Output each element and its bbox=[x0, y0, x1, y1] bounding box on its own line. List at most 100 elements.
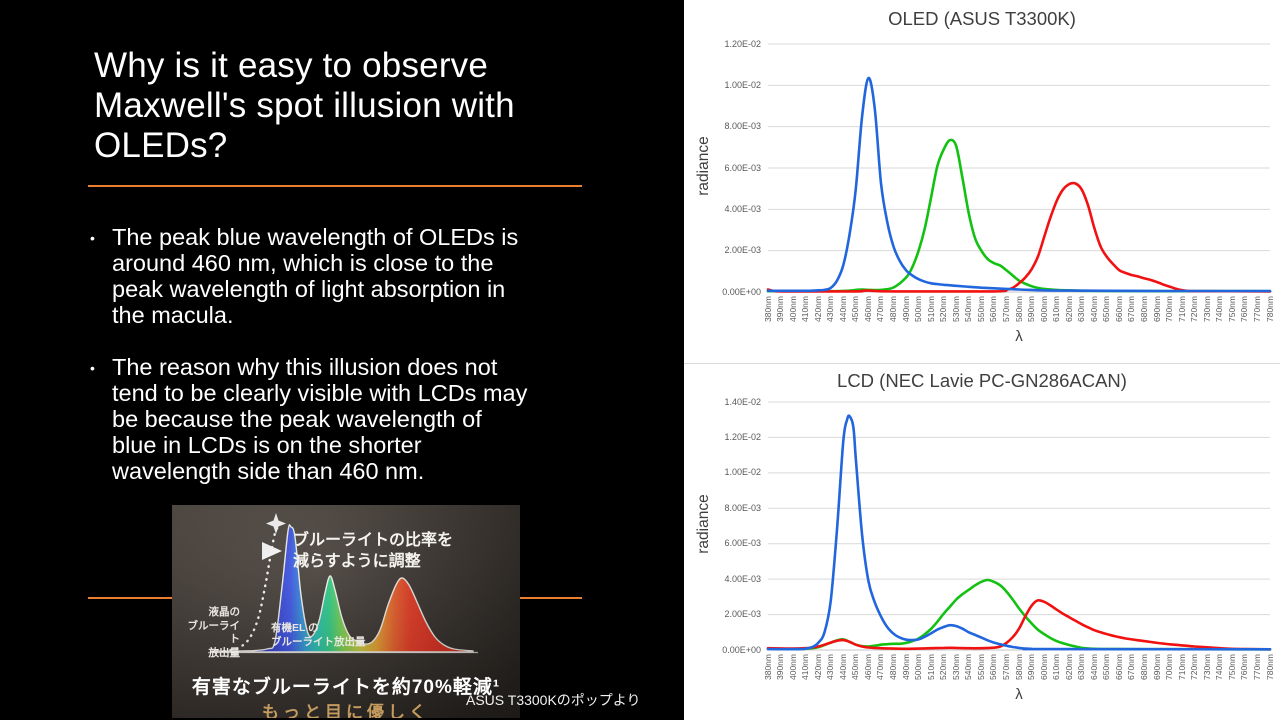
x-axis-tick-label: 570nm bbox=[1000, 654, 1011, 680]
x-axis-tick-label: 480nm bbox=[888, 654, 898, 680]
y-axis-tick-label: 8.00E-03 bbox=[724, 502, 761, 513]
y-axis-tick-label: 2.00E-03 bbox=[724, 245, 761, 256]
y-axis-tick-label: 0.00E+00 bbox=[722, 286, 761, 297]
x-axis-tick-label: 530nm bbox=[950, 654, 961, 680]
slide-left-pane: Why is it easy to observe Maxwell's spot… bbox=[88, 46, 641, 718]
x-axis-tick-label: 520nm bbox=[938, 296, 949, 322]
title-divider-line bbox=[88, 185, 582, 187]
x-axis-tick-label: 540nm bbox=[963, 296, 974, 322]
y-axis-tick-label: 1.20E-02 bbox=[724, 38, 761, 49]
x-axis-tick-label: 660nm bbox=[1113, 296, 1124, 322]
photo-tagline-text: もっと目に優しく bbox=[262, 703, 430, 718]
x-axis-tick-label: 620nm bbox=[1063, 296, 1074, 322]
product-photo: ブルーライトの比率を 減らすように調整 液晶の ブルーライト 放出量 有機EL … bbox=[172, 505, 520, 718]
x-axis-tick-label: 670nm bbox=[1126, 654, 1137, 680]
x-axis-tick-label: 410nm bbox=[800, 654, 811, 680]
y-axis-tick-label: 8.00E-03 bbox=[724, 121, 761, 132]
x-axis-tick-label: 700nm bbox=[1164, 296, 1175, 322]
x-axis-tick-label: 670nm bbox=[1126, 296, 1137, 322]
x-axis-tick-label: 540nm bbox=[963, 654, 974, 680]
y-axis-tick-label: 1.20E-02 bbox=[724, 431, 761, 442]
x-axis-tick-label: 610nm bbox=[1051, 296, 1062, 322]
y-axis-tick-label: 6.00E-03 bbox=[724, 162, 761, 173]
x-axis-tick-label: 450nm bbox=[850, 296, 861, 322]
x-axis-tick-label: 770nm bbox=[1251, 296, 1262, 322]
bullet-text-2: The reason why this illusion does not te… bbox=[112, 354, 528, 484]
bullet-marker: • bbox=[90, 230, 95, 246]
chart-title: OLED (ASUS T3300K) bbox=[888, 8, 1076, 29]
x-axis-tick-label: 620nm bbox=[1063, 654, 1074, 680]
x-axis-tick-label: 380nm bbox=[762, 296, 773, 322]
x-axis-tick-label: 500nm bbox=[913, 296, 924, 322]
x-axis-tick-label: 720nm bbox=[1189, 296, 1200, 322]
photo-headline-text: ブルーライトの比率を 減らすように調整 bbox=[293, 532, 454, 570]
x-axis-tick-label: 400nm bbox=[787, 296, 798, 322]
x-axis-title: λ bbox=[1015, 686, 1023, 703]
x-axis-tick-label: 640nm bbox=[1088, 654, 1099, 680]
x-axis-tick-label: 550nm bbox=[975, 654, 986, 680]
x-axis-tick-label: 780nm bbox=[1264, 654, 1275, 680]
x-axis-tick-label: 430nm bbox=[825, 654, 836, 680]
photo-spectrum-graphic bbox=[208, 513, 478, 654]
red-series-curve bbox=[766, 181, 1272, 293]
rgb-spectrum-peaks bbox=[211, 524, 474, 653]
x-axis-tick-label: 740nm bbox=[1214, 296, 1225, 322]
x-axis-tick-label: 780nm bbox=[1264, 296, 1275, 322]
sparkle-icon bbox=[266, 513, 286, 534]
x-axis-tick-label: 470nm bbox=[875, 296, 886, 322]
x-axis-tick-label: 760nm bbox=[1239, 654, 1250, 680]
x-axis-tick-label: 680nm bbox=[1139, 296, 1149, 322]
x-axis-tick-label: 690nm bbox=[1151, 296, 1162, 322]
x-axis-tick-label: 630nm bbox=[1076, 654, 1087, 680]
x-axis-tick-label: 380nm bbox=[762, 654, 773, 680]
x-axis-tick-label: 530nm bbox=[950, 296, 961, 322]
x-axis-tick-label: 580nm bbox=[1013, 296, 1024, 322]
bullet-marker: • bbox=[90, 360, 95, 376]
chart-title: LCD (NEC Lavie PC-GN286ACAN) bbox=[837, 370, 1127, 391]
x-axis-tick-label: 690nm bbox=[1151, 654, 1162, 680]
x-axis-tick-label: 390nm bbox=[775, 654, 786, 680]
x-axis-tick-label: 580nm bbox=[1013, 654, 1024, 680]
x-axis-tick-label: 760nm bbox=[1239, 296, 1250, 322]
x-axis-tick-label: 730nm bbox=[1201, 296, 1212, 322]
x-axis-tick-label: 700nm bbox=[1164, 654, 1175, 680]
charts-pane: OLED (ASUS T3300K) radiance λ 0.00E+00 2.… bbox=[684, 0, 1280, 720]
x-axis-tick-label: 750nm bbox=[1226, 654, 1237, 680]
x-axis-tick-label: 450nm bbox=[850, 654, 861, 680]
x-axis-tick-label: 510nm bbox=[925, 654, 936, 680]
arrow-right-icon bbox=[262, 542, 282, 560]
x-axis-tick-label: 440nm bbox=[837, 296, 848, 322]
x-axis-tick-label: 490nm bbox=[900, 296, 911, 322]
x-axis-tick-label: 660nm bbox=[1113, 654, 1124, 680]
x-axis-tick-label: 460nm bbox=[862, 296, 873, 322]
lcd-dotted-curve bbox=[222, 525, 280, 653]
x-axis-tick-label: 640nm bbox=[1088, 296, 1099, 322]
photo-source-caption: ASUS T3300Kのポップより bbox=[466, 692, 641, 708]
bullet-item-1: • The peak blue wavelength of OLEDs is a… bbox=[90, 224, 610, 328]
y-axis-tick-label: 0.00E+00 bbox=[722, 644, 761, 655]
x-axis-tick-label: 710nm bbox=[1176, 654, 1187, 680]
x-axis-tick-label: 720nm bbox=[1189, 654, 1200, 680]
photo-vignette bbox=[172, 505, 520, 718]
lcd-spectrum-chart: LCD (NEC Lavie PC-GN286ACAN) radiance λ … bbox=[684, 363, 1280, 720]
bullet-item-2: • The reason why this illusion does not … bbox=[90, 354, 610, 484]
x-axis-tick-label: 500nm bbox=[913, 654, 924, 680]
bullet-text-1: The peak blue wavelength of OLEDs is aro… bbox=[112, 224, 519, 328]
x-axis-tick-label: 550nm bbox=[975, 296, 986, 322]
x-axis-tick-label: 730nm bbox=[1201, 654, 1212, 680]
x-axis-tick-label: 430nm bbox=[825, 296, 836, 322]
x-axis-tick-label: 770nm bbox=[1251, 654, 1262, 680]
x-axis-tick-label: 480nm bbox=[888, 296, 898, 322]
x-axis-tick-label: 510nm bbox=[925, 296, 936, 322]
y-axis-tick-label: 1.40E-02 bbox=[724, 396, 761, 407]
x-axis-tick-label: 420nm bbox=[812, 296, 823, 322]
x-axis-tick-label: 490nm bbox=[900, 654, 911, 680]
x-axis-tick-label: 650nm bbox=[1101, 296, 1112, 322]
plot-area bbox=[766, 43, 1272, 293]
x-axis-tick-label: 600nm bbox=[1038, 654, 1049, 680]
x-axis-tick-label: 420nm bbox=[812, 654, 823, 680]
x-axis-tick-label: 570nm bbox=[1000, 296, 1011, 322]
x-axis-tick-label: 680nm bbox=[1139, 654, 1149, 680]
x-axis-tick-label: 520nm bbox=[938, 654, 949, 680]
x-axis-tick-label: 710nm bbox=[1176, 296, 1187, 322]
